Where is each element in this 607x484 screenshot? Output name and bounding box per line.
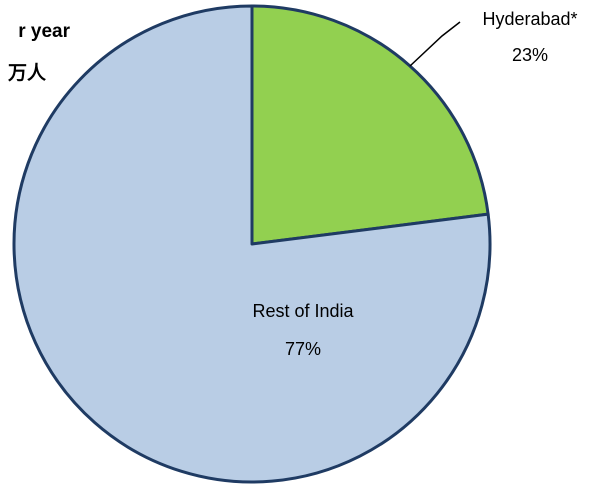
- chart-title: 万人: [7, 62, 47, 84]
- chart-title: r year: [18, 21, 70, 42]
- pie-slice: [250, 4, 490, 246]
- slice-label: Hyderabad*: [482, 9, 577, 29]
- slice-label: Rest of India: [252, 301, 354, 321]
- slice-value-label: 23%: [512, 45, 548, 65]
- pie-slice: [12, 4, 492, 484]
- leader-line: [409, 21, 461, 67]
- slice-value-label: 77%: [285, 339, 321, 359]
